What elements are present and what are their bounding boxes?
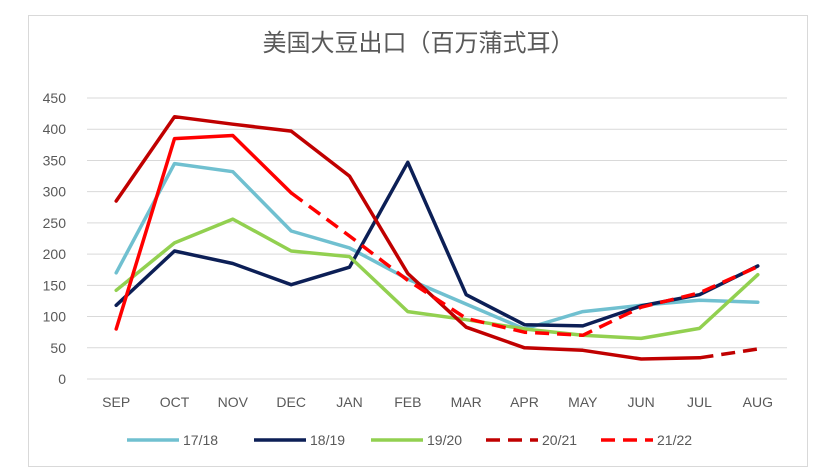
- x-tick-label: NOV: [218, 394, 249, 410]
- legend-label: 20/21: [542, 432, 577, 448]
- x-tick-label: DEC: [276, 394, 306, 410]
- x-tick-label: AUG: [743, 394, 773, 410]
- legend-label: 17/18: [183, 432, 218, 448]
- series-line-solid: [114, 133, 293, 331]
- x-tick-label: JUL: [687, 394, 712, 410]
- y-tick-label: 400: [43, 121, 67, 137]
- x-tick-label: OCT: [160, 394, 190, 410]
- x-tick-label: SEP: [102, 394, 130, 410]
- chart-title: 美国大豆出口（百万蒲式耳）: [262, 29, 575, 57]
- y-tick-label: 300: [43, 184, 67, 200]
- series-line-dashed: [290, 191, 759, 338]
- y-tick-label: 250: [43, 215, 67, 231]
- y-tick-label: 450: [43, 90, 67, 106]
- y-tick-label: 150: [43, 277, 67, 293]
- x-tick-label: APR: [510, 394, 539, 410]
- legend-label: 19/20: [427, 432, 462, 448]
- series-line: [114, 161, 760, 331]
- x-tick-label: FEB: [394, 394, 421, 410]
- y-tick-label: 0: [58, 371, 66, 387]
- x-tick-label: JAN: [336, 394, 362, 410]
- x-tick-label: JUN: [628, 394, 655, 410]
- series-line: [114, 217, 760, 341]
- y-tick-label: 100: [43, 309, 67, 325]
- legend-label: 21/22: [657, 432, 692, 448]
- x-tick-label: MAR: [451, 394, 482, 410]
- y-tick-label: 350: [43, 152, 67, 168]
- series-line-solid: [114, 114, 702, 361]
- series-line-dashed: [699, 347, 759, 360]
- chart-frame: [28, 15, 808, 467]
- y-tick-label: 50: [50, 340, 66, 356]
- y-tick-label: 200: [43, 246, 67, 262]
- x-tick-label: MAY: [568, 394, 598, 410]
- legend-label: 18/19: [310, 432, 345, 448]
